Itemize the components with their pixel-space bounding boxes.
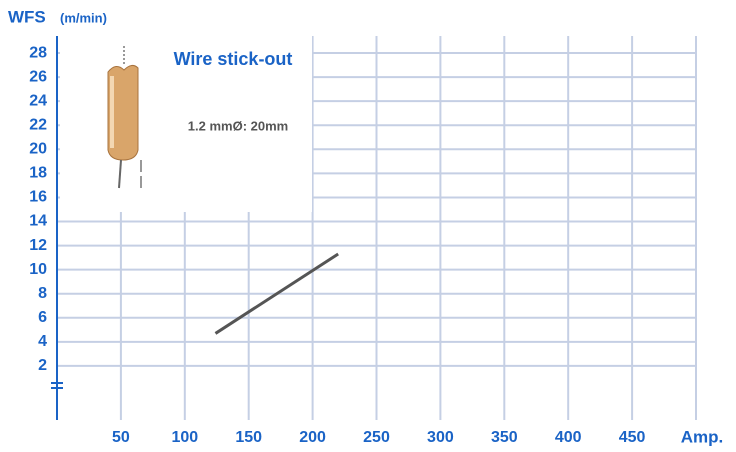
y-tick-label: 26 <box>29 68 47 85</box>
x-tick-label: 200 <box>299 429 326 446</box>
y-tick-label: 28 <box>29 44 47 61</box>
inset-panel <box>60 36 312 212</box>
x-tick-label: 400 <box>555 429 582 446</box>
x-tick-label: 100 <box>171 429 198 446</box>
annotation-title: Wire stick-out <box>174 49 293 69</box>
data-line <box>214 252 339 335</box>
y-tick-label: 22 <box>29 116 47 133</box>
x-tick-label: 150 <box>235 429 262 446</box>
y-tick-label: 6 <box>38 309 47 326</box>
y-tick-label: 12 <box>29 237 47 254</box>
y-tick-label: 18 <box>29 165 47 182</box>
x-tick-label: 300 <box>427 429 454 446</box>
x-tick-label: 350 <box>491 429 518 446</box>
y-tick-label: 16 <box>29 189 47 206</box>
annotation-text: 1.2 mmØ: 20mm <box>188 118 288 133</box>
y-tick-label: 8 <box>38 285 47 302</box>
y-tick-label: 14 <box>29 213 47 230</box>
y-tick-label: 10 <box>29 261 47 278</box>
x-tick-label: 50 <box>112 429 130 446</box>
x-tick-label: 250 <box>363 429 390 446</box>
y-tick-label: 2 <box>38 357 47 374</box>
y-axis-label: WFS <box>8 7 46 26</box>
y-tick-label: 24 <box>29 92 47 109</box>
x-axis-label: Amp. <box>681 427 724 446</box>
x-tick-label: 450 <box>619 429 646 446</box>
y-axis-unit: (m/min) <box>60 10 107 25</box>
electrode-icon <box>107 46 142 189</box>
y-tick-label: 4 <box>38 333 47 350</box>
y-tick-label: 20 <box>29 141 47 158</box>
